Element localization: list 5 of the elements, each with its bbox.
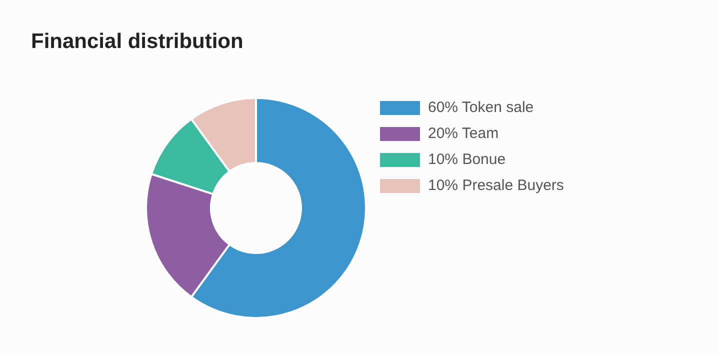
legend-label: 10% Bonue	[428, 151, 506, 168]
legend-label: 20% Team	[428, 125, 499, 142]
chart-title: Financial distribution	[31, 30, 244, 54]
legend-label: 60% Token sale	[428, 99, 534, 116]
legend-label: 10% Presale Buyers	[428, 177, 564, 194]
